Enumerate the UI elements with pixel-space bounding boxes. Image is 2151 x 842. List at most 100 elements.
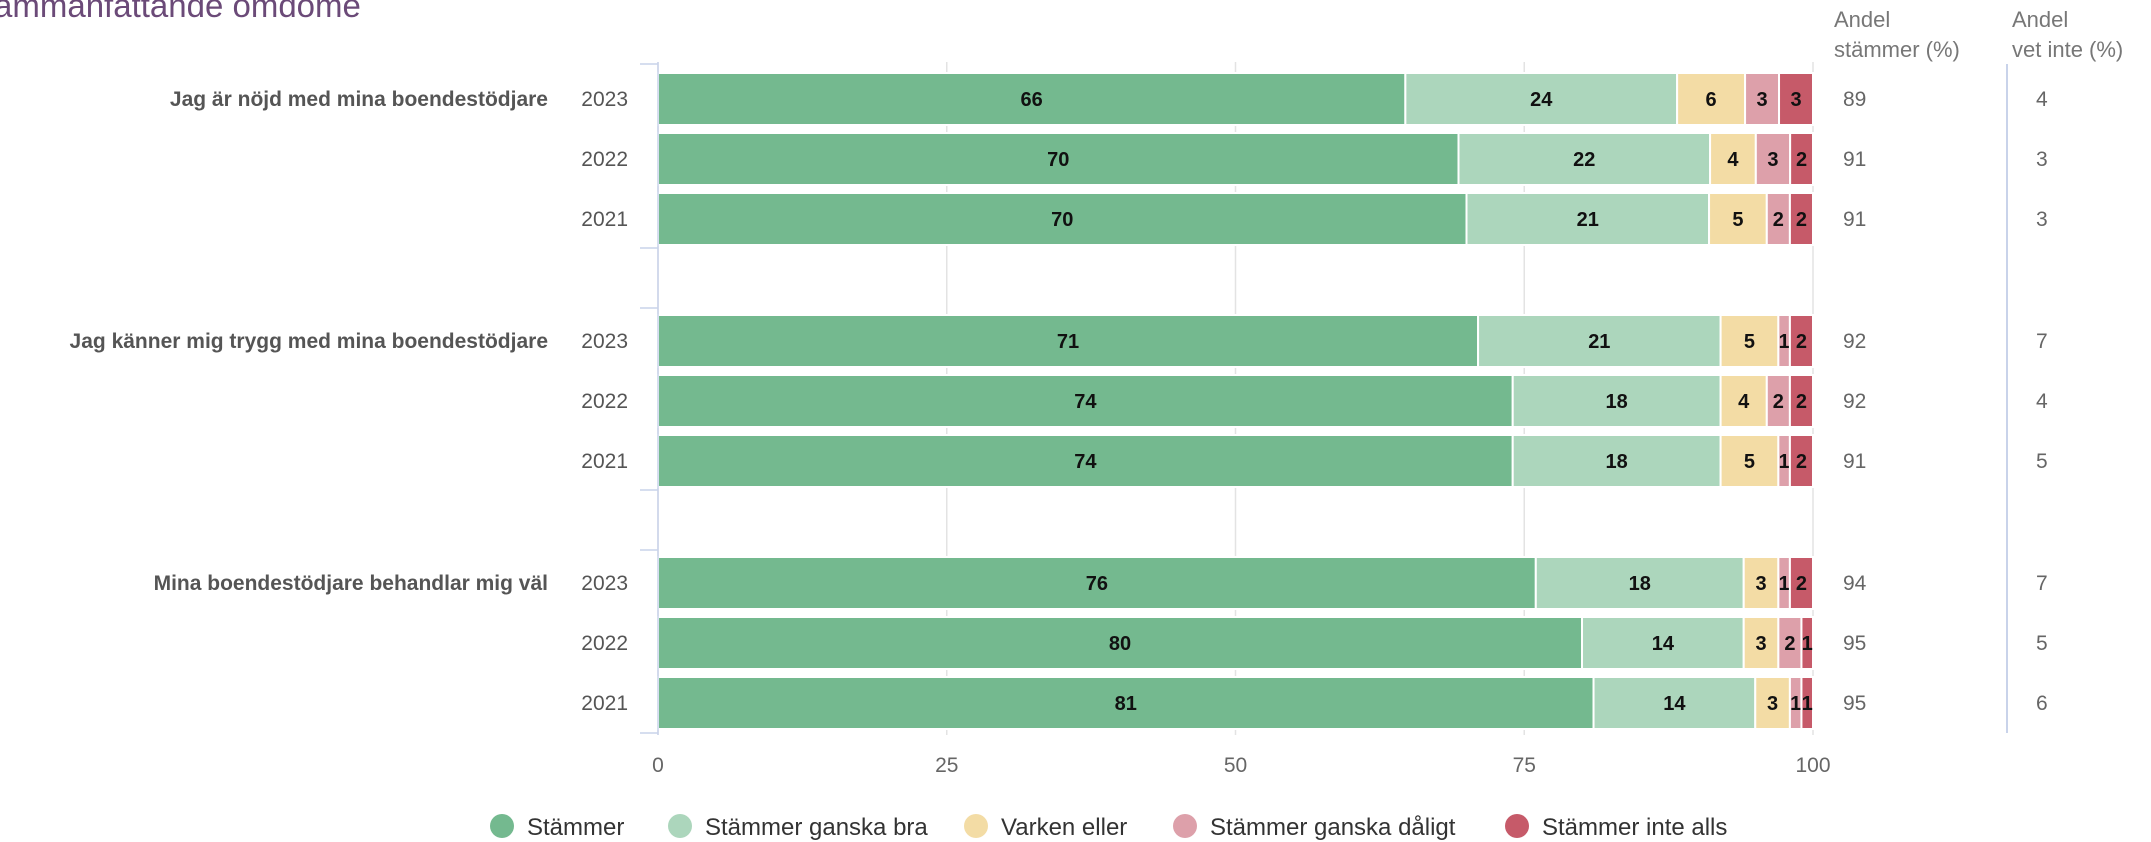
x-tick-label: 100 — [1795, 754, 1830, 777]
bar-segment — [657, 676, 1595, 730]
bar-segment — [657, 374, 1514, 428]
bar-value-label: 6 — [1706, 89, 1717, 111]
year-label: 2023 — [581, 572, 628, 595]
bar-value-label: 5 — [1732, 209, 1743, 231]
bar-value-label: 66 — [1021, 89, 1043, 111]
bar-value-label: 1 — [1779, 573, 1790, 595]
andel-stammer-value: 91 — [1843, 450, 1866, 473]
bar-segment — [1788, 192, 1815, 246]
legend: Stämmer Stämmer ganska bra Varken eller Stä… — [490, 814, 1727, 841]
bar-value-label: 21 — [1588, 331, 1610, 353]
bar-segment — [1719, 434, 1780, 488]
year-label: 2022 — [581, 148, 628, 171]
bar-value-label: 3 — [1767, 693, 1778, 715]
year-label: 2021 — [581, 450, 628, 473]
legend-swatch — [964, 814, 988, 838]
question-label: Mina boendestödjare behandlar mig väl — [154, 572, 548, 595]
bar-value-label: 5 — [1744, 451, 1755, 473]
bar-segment — [1708, 192, 1768, 246]
bar-value-label: 2 — [1796, 573, 1807, 595]
legend-label: Stämmer ganska dåligt — [1210, 814, 1456, 841]
bar-segment — [657, 616, 1583, 670]
bar-value-label: 2 — [1796, 209, 1807, 231]
bar-segment — [1676, 72, 1747, 126]
andel-stammer-header: Andel stämmer (%) — [1834, 7, 1960, 62]
andel-vet-inte-value: 3 — [2036, 208, 2048, 231]
bar-value-label: 2 — [1773, 209, 1784, 231]
bar-segment — [1592, 676, 1757, 730]
bar-segment — [1788, 434, 1815, 488]
bar-value-label: 2 — [1773, 391, 1784, 413]
andel-vet-inte-value: 4 — [2036, 390, 2048, 413]
bar-value-label: 3 — [1767, 149, 1778, 171]
bar-value-label: 70 — [1047, 149, 1069, 171]
bar-segment — [1581, 616, 1745, 670]
bar-value-label: 18 — [1606, 451, 1628, 473]
bar-value-label: 3 — [1756, 89, 1767, 111]
bar-value-label: 22 — [1573, 149, 1595, 171]
andel-stammer-value: 91 — [1843, 208, 1866, 231]
question-label: Jag är nöjd med mina boendestödjare — [170, 88, 548, 111]
bar-segment — [1457, 132, 1712, 186]
x-tick-label: 0 — [652, 754, 664, 777]
bar-value-label: 4 — [1738, 391, 1750, 413]
bar-value-label: 18 — [1606, 391, 1628, 413]
andel-vet-inte-value: 3 — [2036, 148, 2048, 171]
andel-vet-inte-value: 5 — [2036, 450, 2048, 473]
bar-segment — [1719, 314, 1780, 368]
andel-vet-inte-value: 7 — [2036, 572, 2048, 595]
bar-segment — [1534, 556, 1745, 610]
bar-value-label: 74 — [1074, 391, 1097, 413]
legend-swatch — [1173, 814, 1197, 838]
bar-value-label: 2 — [1796, 149, 1807, 171]
bar-segment — [1788, 556, 1815, 610]
year-label: 2023 — [581, 330, 628, 353]
bar-segment — [1404, 72, 1679, 126]
andel-stammer-value: 95 — [1843, 692, 1866, 715]
x-tick-label: 25 — [935, 754, 958, 777]
bar-value-label: 74 — [1074, 451, 1097, 473]
question-label: Jag känner mig trygg med mina boendestöd… — [70, 330, 548, 353]
bar-value-label: 1 — [1802, 693, 1813, 715]
bar-segment — [1778, 72, 1815, 126]
bar-value-label: 5 — [1744, 331, 1755, 353]
andel-vet-inte-value: 4 — [2036, 88, 2048, 111]
bar-value-label: 81 — [1115, 693, 1137, 715]
year-label: 2021 — [581, 208, 628, 231]
bar-segment — [1719, 374, 1768, 428]
andel-vet-inte-value: 7 — [2036, 330, 2048, 353]
legend-swatch — [668, 814, 692, 838]
bar-value-label: 21 — [1577, 209, 1599, 231]
bar-segment — [657, 72, 1407, 126]
andel-vet-inte-header-line1: Andel — [2012, 7, 2068, 32]
bar-segment — [1800, 616, 1814, 670]
bar-value-label: 2 — [1796, 391, 1807, 413]
chart-title: Sammanfattande omdöme — [0, 0, 361, 24]
bar-segment — [1788, 314, 1815, 368]
legend-label: Stämmer — [527, 814, 624, 841]
legend-swatch — [490, 814, 514, 838]
bar-segment — [1800, 676, 1814, 730]
andel-stammer-value: 91 — [1843, 148, 1866, 171]
andel-stammer-value: 89 — [1843, 88, 1866, 111]
bar-value-label: 4 — [1727, 149, 1739, 171]
andel-stammer-value: 92 — [1843, 330, 1866, 353]
year-label: 2023 — [581, 88, 628, 111]
andel-stammer-header-line1: Andel — [1834, 7, 1890, 32]
bar-value-label: 80 — [1109, 633, 1131, 655]
bar-value-label: 24 — [1530, 89, 1553, 111]
bars: 66 24 6 3 370 22 4 3 270 21 5 2 271 21 5 1 274 18 4 2 274 18 5… — [657, 72, 1815, 730]
bar-value-label: 70 — [1051, 209, 1073, 231]
bar-value-label: 2 — [1796, 331, 1807, 353]
bar-value-label: 14 — [1652, 633, 1675, 655]
bar-value-label: 76 — [1086, 573, 1108, 595]
bar-value-label: 1 — [1779, 451, 1790, 473]
andel-vet-inte-value: 6 — [2036, 692, 2048, 715]
bar-value-label: 1 — [1802, 633, 1813, 655]
andel-stammer-value: 94 — [1843, 572, 1867, 595]
year-label: 2021 — [581, 692, 628, 715]
bar-segment — [657, 314, 1480, 368]
andel-vet-inte-value: 5 — [2036, 632, 2048, 655]
bar-segment — [1465, 192, 1711, 246]
bar-value-label: 71 — [1057, 331, 1079, 353]
